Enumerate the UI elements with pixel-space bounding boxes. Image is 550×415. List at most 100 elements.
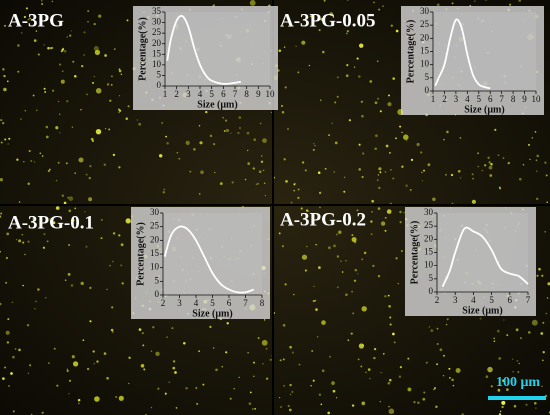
speck: [358, 143, 361, 146]
speck: [94, 49, 101, 56]
speck: [14, 348, 17, 350]
curve: [163, 225, 255, 294]
speck: [142, 344, 145, 347]
speck: [239, 127, 241, 129]
y-tick-label: 20: [150, 234, 160, 244]
speck: [68, 243, 71, 247]
speck: [128, 356, 131, 359]
y-axis-label: Percentage(%): [135, 222, 146, 286]
speck: [230, 132, 232, 134]
speck: [22, 284, 24, 287]
speck: [481, 169, 484, 172]
speck: [336, 255, 340, 258]
x-tick-label: 8: [244, 89, 249, 99]
speck: [261, 339, 268, 346]
speck: [542, 321, 545, 324]
speck: [253, 138, 256, 141]
speck: [370, 233, 373, 236]
speck: [106, 376, 109, 380]
speck: [183, 342, 186, 345]
speck: [313, 285, 315, 288]
speck: [18, 239, 22, 243]
speck: [27, 18, 30, 21]
speck: [118, 111, 120, 113]
speck: [17, 70, 20, 73]
speck: [420, 151, 423, 154]
speck: [80, 108, 82, 111]
speck: [18, 201, 21, 203]
speck: [270, 111, 273, 114]
speck: [50, 46, 53, 50]
speck: [376, 179, 379, 181]
speck: [110, 75, 113, 78]
y-tick-label: 30: [420, 6, 430, 16]
speck: [459, 137, 462, 139]
speck: [15, 238, 18, 241]
speck: [118, 68, 121, 71]
speck: [23, 15, 27, 19]
speck: [287, 404, 290, 408]
speck: [534, 131, 537, 133]
speck: [91, 139, 95, 143]
speck: [471, 199, 476, 204]
speck: [445, 173, 447, 176]
speck: [378, 8, 381, 11]
speck: [287, 128, 289, 130]
speck: [172, 360, 176, 363]
x-tick-label: 6: [488, 94, 493, 104]
x-tick-label: 2: [161, 298, 166, 308]
speck: [331, 122, 333, 124]
speck: [45, 125, 49, 129]
speck: [417, 401, 420, 404]
speck: [278, 232, 281, 235]
speck: [489, 174, 493, 177]
speck: [37, 288, 40, 291]
speck: [289, 393, 292, 396]
speck: [103, 352, 107, 355]
speck: [92, 81, 94, 84]
speck: [26, 324, 30, 327]
speck: [92, 350, 95, 353]
speck: [413, 401, 416, 404]
x-tick-label: 3: [453, 295, 458, 305]
speck: [490, 163, 493, 166]
y-tick-label: 0: [429, 286, 434, 296]
y-tick-label: 5: [425, 72, 430, 82]
y-tick-label: 15: [152, 48, 162, 58]
speck: [125, 117, 129, 120]
speck: [359, 43, 364, 48]
speck: [264, 194, 267, 197]
x-tick-label: 3: [454, 94, 459, 104]
speck: [93, 75, 95, 78]
speck: [24, 253, 26, 256]
speck: [379, 171, 382, 174]
speck: [231, 181, 234, 184]
y-tick-label: 10: [152, 59, 162, 69]
x-tick-label: 6: [227, 298, 232, 308]
speck: [293, 184, 295, 186]
x-tick-label: 9: [256, 89, 261, 99]
speck: [120, 264, 123, 267]
speck: [493, 340, 496, 342]
y-tick-label: 15: [150, 248, 160, 258]
speck: [226, 322, 229, 325]
speck: [318, 29, 321, 32]
speck: [262, 363, 264, 365]
speck: [506, 388, 509, 391]
speck: [395, 257, 398, 260]
panel-title: A-3PG: [8, 10, 64, 31]
speck: [369, 80, 373, 83]
speck: [421, 171, 423, 174]
speck: [401, 165, 404, 168]
speck: [395, 137, 397, 140]
speck: [200, 170, 204, 175]
speck: [501, 405, 504, 409]
speck: [126, 19, 129, 22]
speck: [451, 2, 454, 5]
speck: [109, 264, 111, 267]
speck: [80, 281, 84, 286]
speck: [237, 131, 240, 135]
speck: [41, 155, 44, 157]
speck: [345, 32, 348, 35]
y-tick-label: 20: [420, 32, 430, 42]
